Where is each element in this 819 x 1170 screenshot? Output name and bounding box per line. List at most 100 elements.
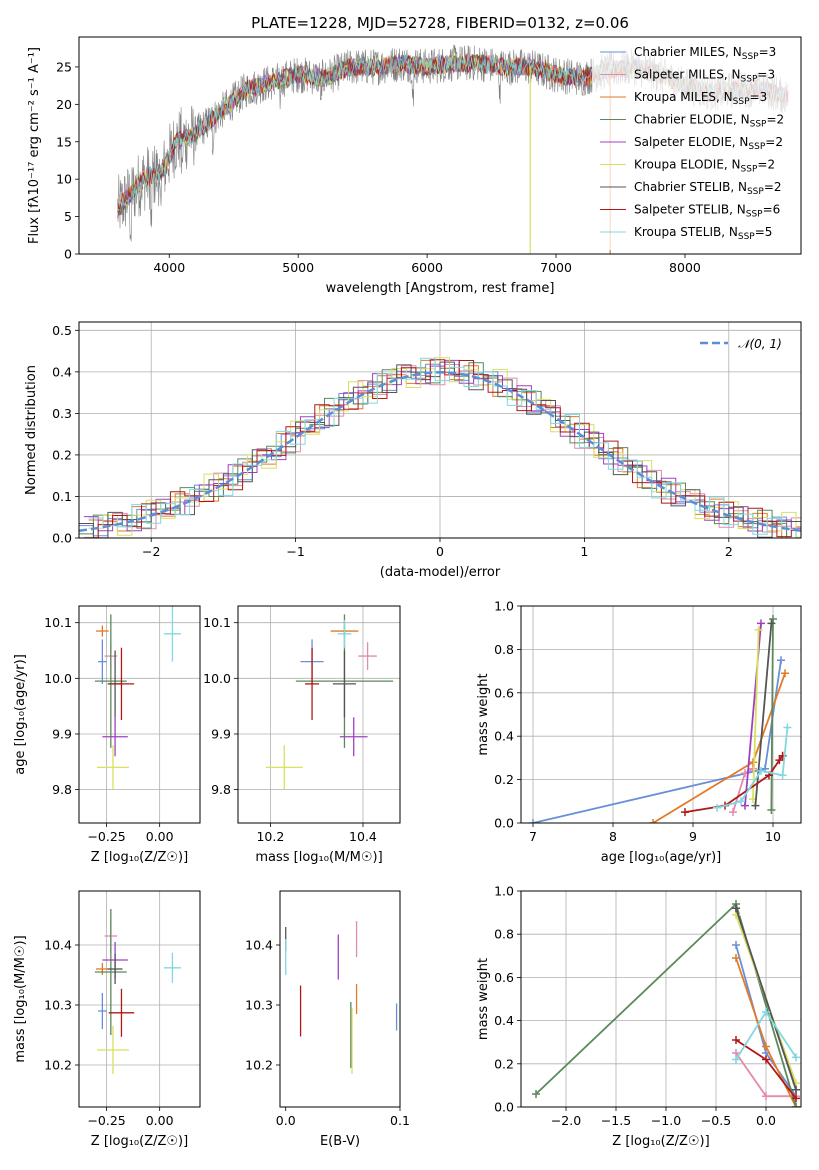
residuals-panel: −2 −1 0 1 2 0.0 0.1 0.2 0.3 0.4 0.5 (data-model)/er… <box>24 321 802 580</box>
weight-marker <box>792 1085 800 1094</box>
weight_vs_Z-panel: −2.0 −1.5 −1.0 −0.5 0.0 0.0 0.2 0.4 0.6 0.8 1.0 Z [… <box>476 884 802 1149</box>
x-tick-label: 10.2 <box>256 829 284 844</box>
weight-lines <box>529 615 792 823</box>
error-bar-point <box>358 642 377 670</box>
weight-marker <box>767 805 776 814</box>
x-tick-label: 0.00 <box>146 829 174 844</box>
weight-line-3 <box>770 618 774 811</box>
legend-value: =2 <box>764 180 782 194</box>
y-axis-label: mass [log₁₀(M/M☉)] <box>13 935 28 1062</box>
y-tick-label: 1.0 <box>494 599 514 614</box>
x-tick-label: 5000 <box>282 260 314 275</box>
weight-marker <box>792 1103 800 1107</box>
x-axis-label: wavelength [Angstrom, rest frame] <box>326 281 555 296</box>
weight-marker <box>792 1053 800 1062</box>
error-bar-point <box>163 952 181 983</box>
weight-marker <box>778 771 787 780</box>
weight-marker <box>729 808 737 817</box>
plot-frame <box>78 321 802 539</box>
y-tick-label: 0.2 <box>494 1056 514 1071</box>
legend-sub: SSP <box>746 210 763 220</box>
y-axis-label: mass weight <box>476 673 491 755</box>
error-bar-point <box>305 647 319 721</box>
error-bar-point <box>97 745 129 790</box>
y-tick-label: 0.2 <box>52 447 72 462</box>
weight-marker <box>757 766 765 775</box>
error-bar-point <box>94 909 127 1035</box>
x-tick-label: 9 <box>689 829 697 844</box>
legend: 𝒩(0, 1) <box>700 337 782 351</box>
legend-label: Salpeter STELIB, NSSP=6 <box>634 203 780 220</box>
legend-sub: SSP <box>742 52 759 62</box>
y-tick-label: 0.2 <box>494 772 514 787</box>
weight-marker <box>529 819 537 823</box>
x-tick-label: 0.0 <box>756 1113 776 1128</box>
x-axis-label: mass [log₁₀(M/M☉)] <box>255 850 382 865</box>
y-tick-label: 0.4 <box>494 729 514 744</box>
x-tick-label: 6000 <box>411 260 443 275</box>
weight-marker <box>649 819 657 823</box>
mass_vs_ebv-panel: 0.0 0.1 10.2 10.3 10.4 E(B-V) <box>245 890 410 1149</box>
age_vs_mass-panel: 10.2 10.4 9.8 9.9 10.0 10.1 mass [log₁₀(M/M☉)] <box>203 605 401 865</box>
legend: Chabrier MILES, NSSP=3 Salpeter MILES, NS… <box>592 40 797 250</box>
legend-label: 𝒩(0, 1) <box>738 337 782 351</box>
legend-sub: SSP <box>747 187 764 197</box>
legend-sub: SSP <box>741 165 758 175</box>
y-axis-label: Flux [fλ10⁻¹⁷ erg cm⁻² s⁻¹ A⁻¹] <box>27 47 42 244</box>
x-tick-label: 8 <box>609 829 617 844</box>
x-tick-label: 2 <box>725 544 733 559</box>
y-tick-label: 0 <box>64 247 72 262</box>
legend-label: Kroupa STELIB, NSSP=5 <box>634 225 772 242</box>
legend-sub: SSP <box>748 142 765 152</box>
x-axis-label: (data-model)/error <box>380 565 501 580</box>
x-tick-label: 4000 <box>153 260 185 275</box>
x-tick-label: −2 <box>142 544 160 559</box>
plot-frame <box>78 605 201 824</box>
y-tick-label: 15 <box>56 134 72 149</box>
weight-marker <box>732 1055 740 1064</box>
normal-curve <box>79 371 801 532</box>
legend-label: Chabrier MILES, NSSP=3 <box>634 45 776 62</box>
legend-box <box>592 40 797 250</box>
x-tick-label: 10 <box>765 829 781 844</box>
y-tick-label: 10 <box>56 172 72 187</box>
y-tick-label: 10.3 <box>245 998 273 1013</box>
weight-marker <box>732 1036 740 1045</box>
x-tick-label: 0.00 <box>146 1113 174 1128</box>
x-tick-label: −0.25 <box>87 829 125 844</box>
weight-lines <box>532 899 800 1107</box>
mass_vs_Z-panel: −0.25 0.00 10.2 10.3 10.4 Z [log₁₀(Z/Z☉)] mass… <box>13 890 201 1149</box>
weight-line-6 <box>735 908 797 1090</box>
y-tick-label: 10.3 <box>44 998 72 1013</box>
x-tick-label: −2.0 <box>551 1113 581 1128</box>
histogram-6 <box>79 361 801 538</box>
weight-marker <box>767 619 776 628</box>
legend-sub: SSP <box>741 75 758 85</box>
weight-marker <box>713 803 721 812</box>
weight-marker <box>762 1092 770 1101</box>
legend-label: Salpeter MILES, NSSP=3 <box>634 68 775 85</box>
legend-value: =2 <box>766 113 784 127</box>
y-tick-label: 0.0 <box>52 531 72 546</box>
y-tick-label: 9.8 <box>52 782 72 797</box>
plot-frame <box>279 890 401 1108</box>
age_vs_Z-panel: −0.25 0.00 9.8 9.9 10.0 10.1 Z [log₁₀(Z/Z☉)] ag… <box>13 605 201 865</box>
y-tick-label: 0.6 <box>494 970 514 985</box>
y-tick-label: 0.0 <box>494 1100 514 1115</box>
weight-line-8 <box>716 727 789 809</box>
error-bar-point <box>97 1026 129 1074</box>
weight-marker <box>751 801 760 810</box>
y-tick-label: 10.2 <box>245 1058 273 1073</box>
x-tick-label: 10.4 <box>349 829 377 844</box>
legend-value: =3 <box>757 68 775 82</box>
y-axis-label: mass weight <box>476 958 491 1040</box>
legend-value: =5 <box>755 225 773 239</box>
weight-marker <box>762 1055 770 1064</box>
legend-label: Chabrier ELODIE, NSSP=2 <box>634 113 784 130</box>
histogram-8 <box>88 357 801 538</box>
plot-frame <box>520 605 802 824</box>
y-tick-label: 0.8 <box>494 642 514 657</box>
y-tick-label: 25 <box>56 59 72 74</box>
weight-marker <box>775 756 784 765</box>
